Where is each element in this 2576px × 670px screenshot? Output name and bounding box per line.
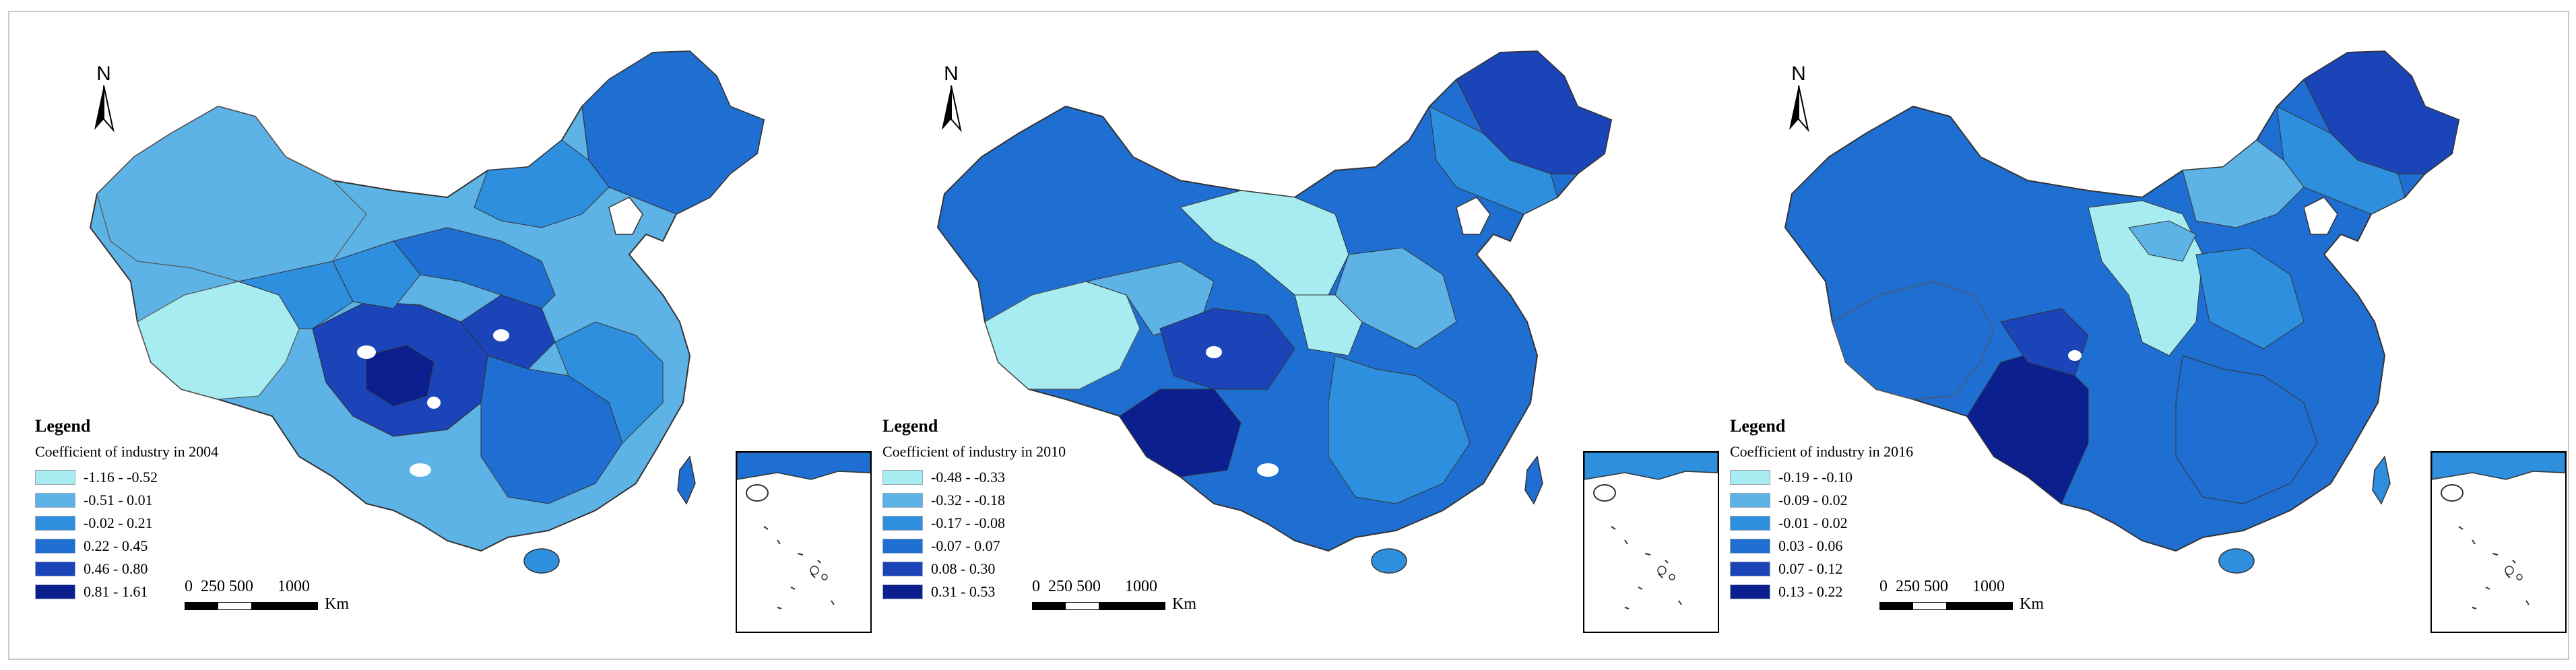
legend-item: -0.01 - 0.02 <box>1730 512 2013 535</box>
legend-item: 0.08 - 0.30 <box>882 558 1165 580</box>
map-panel-2004: N Legend Coefficient of industry in 2004… <box>16 39 872 645</box>
china-map-2016 <box>1784 50 2460 574</box>
legend: Legend Coefficient of industry in 2016 -… <box>1730 416 2013 603</box>
legend-subtitle: Coefficient of industry in 2016 <box>1730 443 1914 460</box>
north-arrow-icon <box>942 85 962 133</box>
legend-title: Legend <box>35 416 91 436</box>
legend-item: -1.16 - -0.52 <box>35 466 318 489</box>
scale-bar: 0 250 500 1000 Km <box>1032 578 1207 618</box>
legend-swatch <box>35 562 75 576</box>
scale-bar: 0 250 500 1000 Km <box>185 578 360 618</box>
legend-item: -0.51 - 0.01 <box>35 489 318 512</box>
scale-bar-graphic <box>185 602 318 610</box>
north-arrow-icon <box>1789 85 1809 133</box>
south-china-sea-inset <box>1583 451 1719 633</box>
legend-title: Legend <box>1730 416 1786 436</box>
scale-unit: Km <box>325 595 349 613</box>
legend-item: -0.32 - -0.18 <box>882 489 1165 512</box>
legend-swatch <box>1730 470 1770 485</box>
legend-item: -0.02 - 0.21 <box>35 512 318 535</box>
scale-ticks: 0 250 500 1000 <box>1032 578 1157 595</box>
legend-item: 0.81 - 1.61 <box>35 580 318 603</box>
legend-item: 0.13 - 0.22 <box>1730 580 2013 603</box>
map-panel-2016: N Legend Coefficient of industry in 2016… <box>1711 39 2567 645</box>
legend-swatch <box>35 539 75 554</box>
legend-item: 0.22 - 0.45 <box>35 535 318 558</box>
scale-ticks: 0 250 500 1000 <box>1879 578 2005 595</box>
legend-swatch <box>35 493 75 508</box>
scale-bar-graphic <box>1032 602 1165 610</box>
legend-subtitle: Coefficient of industry in 2010 <box>882 443 1066 460</box>
legend-swatch <box>35 516 75 531</box>
legend: Legend Coefficient of industry in 2004 -… <box>35 416 318 603</box>
legend-swatch <box>882 493 923 508</box>
legend-swatch <box>882 584 923 599</box>
figure-frame: N Legend Coefficient of industry in 2004… <box>8 11 2569 660</box>
south-china-sea-inset <box>736 451 872 633</box>
scale-bar: 0 250 500 1000 Km <box>1879 578 2055 618</box>
legend-item: -0.19 - -0.10 <box>1730 466 2013 489</box>
legend-item: 0.31 - 0.53 <box>882 580 1165 603</box>
legend-item: 0.03 - 0.06 <box>1730 535 2013 558</box>
legend: Legend Coefficient of industry in 2010 -… <box>882 416 1165 603</box>
legend-swatch <box>882 470 923 485</box>
legend-item: -0.17 - -0.08 <box>882 512 1165 535</box>
legend-title: Legend <box>882 416 938 436</box>
legend-swatch <box>35 470 75 485</box>
north-arrow: N <box>931 63 971 137</box>
scale-unit: Km <box>1172 595 1196 613</box>
scale-unit: Km <box>2020 595 2044 613</box>
legend-swatch <box>1730 516 1770 531</box>
legend-swatch <box>882 562 923 576</box>
legend-item: -0.48 - -0.33 <box>882 466 1165 489</box>
scale-bar-graphic <box>1879 602 2013 610</box>
legend-swatch <box>35 584 75 599</box>
legend-swatch <box>1730 562 1770 576</box>
legend-item: 0.07 - 0.12 <box>1730 558 2013 580</box>
legend-item: 0.46 - 0.80 <box>35 558 318 580</box>
legend-swatch <box>882 539 923 554</box>
north-arrow: N <box>84 63 124 137</box>
north-arrow-icon <box>94 85 115 133</box>
south-china-sea-inset <box>2430 451 2567 633</box>
legend-swatch <box>882 516 923 531</box>
legend-subtitle: Coefficient of industry in 2004 <box>35 443 219 460</box>
china-map-2004 <box>89 50 765 574</box>
legend-swatch <box>1730 493 1770 508</box>
legend-swatch <box>1730 584 1770 599</box>
scale-ticks: 0 250 500 1000 <box>185 578 310 595</box>
china-map-2010 <box>936 50 1613 574</box>
legend-swatch <box>1730 539 1770 554</box>
legend-item: -0.07 - 0.07 <box>882 535 1165 558</box>
legend-item: -0.09 - 0.02 <box>1730 489 2013 512</box>
map-panel-2010: N Legend Coefficient of industry in 2010… <box>864 39 1719 645</box>
north-arrow: N <box>1778 63 1819 137</box>
